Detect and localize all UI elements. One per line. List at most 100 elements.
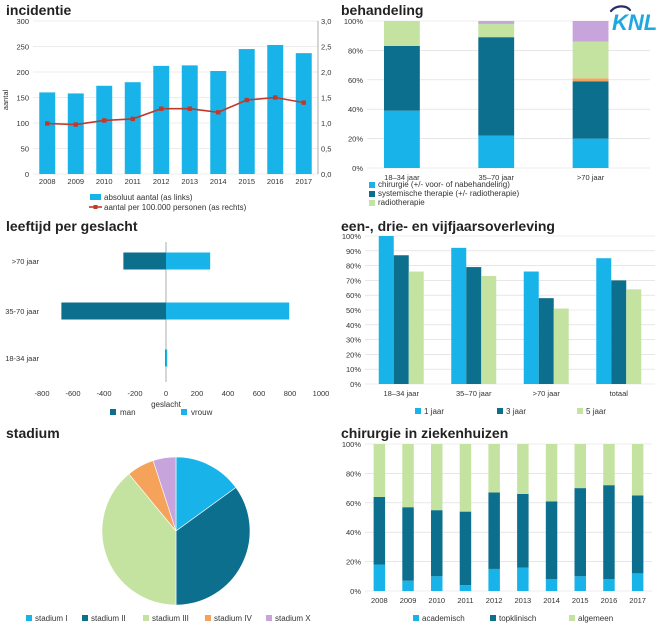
overleving-ytick: 60% (346, 291, 361, 300)
ziekenhuizen-bar-segment (459, 444, 472, 512)
overleving-ytick: 100% (342, 232, 362, 241)
overleving-xtick: >70 jaar (533, 389, 561, 398)
ziekenhuizen-bar-segment (545, 444, 558, 502)
incidentie-rate-marker (102, 118, 107, 123)
ziekenhuizen-xtick: 2016 (601, 596, 618, 605)
incidentie-xtick: 2010 (96, 177, 113, 186)
leeftijd-legend-man: man (120, 408, 136, 417)
overleving-bar (626, 289, 642, 384)
ziekenhuizen-bar-segment (431, 576, 443, 591)
leeftijd-bar-man (165, 349, 166, 367)
behandeling-xtick: 35–70 jaar (479, 173, 515, 182)
overleving-title: een-, drie- en vijfjaarsoverleving (341, 218, 555, 234)
knl-logo-swoosh (609, 5, 632, 13)
behandeling-legend-swatch (369, 191, 375, 197)
leeftijd-legend-swatch-vrouw (181, 409, 187, 415)
overleving-bar (451, 247, 467, 384)
overleving-xtick: 18–34 jaar (384, 389, 420, 398)
ziekenhuizen-bar-segment (488, 444, 500, 493)
overleving-bar (481, 275, 497, 384)
incidentie-rate-marker (187, 106, 192, 111)
incidentie-y2tick: 1,5 (321, 94, 331, 103)
ziekenhuizen-bar-segment (517, 567, 529, 591)
leeftijd-xtick: 400 (222, 389, 235, 398)
leeftijd-plot: >70 jaar 35-70 jaar 18-34 jaar -800 -600 -400… (5, 242, 329, 417)
behandeling-ytick: 0% (352, 164, 363, 173)
ziekenhuizen-bar-segment (545, 579, 558, 591)
behandeling-bar-segment (383, 45, 420, 111)
behandeling-ytick: 80% (348, 46, 363, 55)
leeftijd-legend-vrouw: vrouw (191, 408, 213, 417)
behandeling-legend-label: radiotherapie (378, 198, 425, 207)
incidentie-rate-marker (45, 121, 50, 126)
ziekenhuizen-bar-segment (574, 488, 586, 577)
incidentie-xtick: 2013 (181, 177, 198, 186)
overleving-ytick: 50% (346, 306, 361, 315)
incidentie-xtick: 2014 (210, 177, 227, 186)
behandeling-bar-segment (572, 21, 609, 42)
leeftijd-title: leeftijd per geslacht (6, 218, 138, 234)
ziekenhuizen-bar-segment (517, 444, 529, 494)
behandeling-title: behandeling (341, 2, 423, 18)
stadium-legend-swatch (143, 615, 149, 621)
leeftijd-xtick: 1000 (313, 389, 330, 398)
overleving-ytick: 40% (346, 321, 361, 330)
incidentie-xtick: 2016 (267, 177, 284, 186)
overleving-plot: 0% 10% 20% 30% 40% 50% 60% 70% 80% 90% 100% 18–34 j… (342, 232, 655, 416)
leeftijd-xlabel: geslacht (151, 400, 182, 409)
incidentie-y2tick: 2,0 (321, 68, 331, 77)
incidentie-ytick: 0 (25, 170, 29, 179)
incidentie-plot: 0 0,0 50 0,5 100 1,0 150 1,5 200 2,0 250 2,5 300 3,0 2… (16, 17, 331, 212)
ziekenhuizen-bar-segment (459, 511, 472, 586)
incidentie-bar (153, 65, 170, 174)
overleving-bar (466, 267, 482, 384)
knl-logo: KNL (609, 5, 657, 35)
stadium-legend-swatch (266, 615, 272, 621)
behandeling-xtick: >70 jaar (577, 173, 605, 182)
overleving-bar (538, 298, 554, 384)
overleving-legend-label: 3 jaar (506, 407, 526, 416)
ziekenhuizen-title: chirurgie in ziekenhuizen (341, 425, 508, 441)
ziekenhuizen-ytick: 60% (346, 499, 361, 508)
incidentie-legend-bar-label: absoluut aantal (as links) (104, 193, 193, 202)
overleving-ytick: 30% (346, 336, 361, 345)
incidentie-rate-marker (130, 116, 135, 122)
ziekenhuizen-legend-swatch (490, 615, 496, 621)
overleving-bar (393, 255, 409, 384)
incidentie-bar (96, 85, 113, 174)
behandeling-legend-label: systemische therapie (+/- radiotherapie) (378, 189, 520, 198)
overleving-xtick: totaal (610, 389, 629, 398)
ziekenhuizen-bar-segment (402, 444, 414, 508)
leeftijd-xtick: 200 (191, 389, 204, 398)
incidentie-legend-line-label: aantal per 100.000 personen (as rechts) (104, 203, 247, 212)
behandeling-ytick: 60% (348, 76, 363, 85)
behandeling-ytick: 40% (348, 105, 363, 114)
overleving-xtick: 35–70 jaar (456, 389, 492, 398)
incidentie-xtick: 2009 (67, 177, 84, 186)
ziekenhuizen-bar-segment (373, 564, 386, 591)
behandeling-legend-label: chirurgie (+/- voor- of nabehandeling) (378, 180, 510, 189)
ziekenhuizen-bar-segment (373, 444, 386, 497)
ziekenhuizen-bar-segment (488, 492, 500, 569)
stadium-pie-slice (101, 473, 177, 606)
behandeling-ytick: 20% (348, 135, 363, 144)
behandeling-bar-segment (572, 81, 609, 139)
stadium-pie-slice (175, 487, 251, 606)
incidentie-bar (39, 92, 56, 174)
incidentie-rate-marker (301, 100, 306, 105)
leeftijd-xtick: -200 (127, 389, 142, 398)
overleving-legend-swatch (577, 408, 583, 414)
overleving-bar (596, 258, 612, 384)
incidentie-ytick: 50 (21, 145, 29, 154)
behandeling-bar-segment (383, 21, 420, 46)
behandeling-plot: 0% 20% 40% 60% 80% 100% 18–34 jaar 35–70 jaar >7… (344, 17, 650, 207)
leeftijd-ytick: >70 jaar (12, 257, 40, 266)
overleving-legend-swatch (497, 408, 503, 414)
stadium-pie-slice (152, 456, 177, 532)
incidentie-bar (67, 93, 84, 174)
leeftijd-bar-man (123, 252, 166, 270)
behandeling-ytick: 100% (344, 17, 364, 26)
incidentie-legend-swatch-bar (90, 194, 101, 200)
